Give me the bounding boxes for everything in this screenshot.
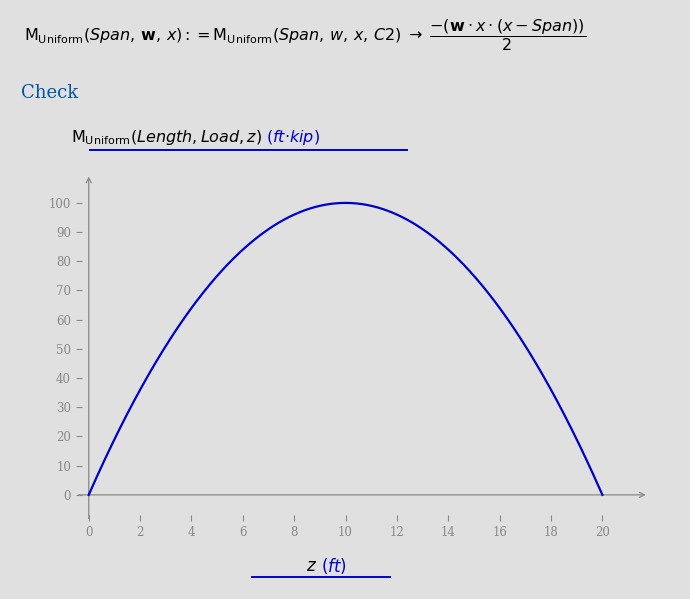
Text: $\mathrm{M}_{\mathrm{Uniform}}(\mathit{Span},\,\mathbf{w},\,\mathit{x}):=\mathrm: $\mathrm{M}_{\mathrm{Uniform}}(\mathit{S… — [24, 17, 586, 53]
Text: $\mathit{(ft)}$: $\mathit{(ft)}$ — [321, 556, 347, 576]
Text: $\mathit{z}$: $\mathit{z}$ — [306, 558, 317, 574]
Text: $\mathrm{M}_{\mathrm{Uniform}}(\mathit{Length},\mathit{Load},\mathit{z})$: $\mathrm{M}_{\mathrm{Uniform}}(\mathit{L… — [71, 128, 262, 147]
Text: $\mathit{(ft{\cdot}kip)}$: $\mathit{(ft{\cdot}kip)}$ — [266, 128, 319, 147]
Text: Check: Check — [21, 84, 78, 102]
